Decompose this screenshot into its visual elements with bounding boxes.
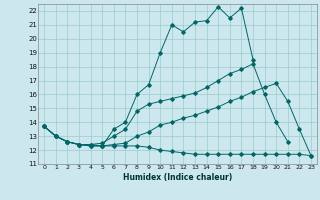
X-axis label: Humidex (Indice chaleur): Humidex (Indice chaleur) <box>123 173 232 182</box>
